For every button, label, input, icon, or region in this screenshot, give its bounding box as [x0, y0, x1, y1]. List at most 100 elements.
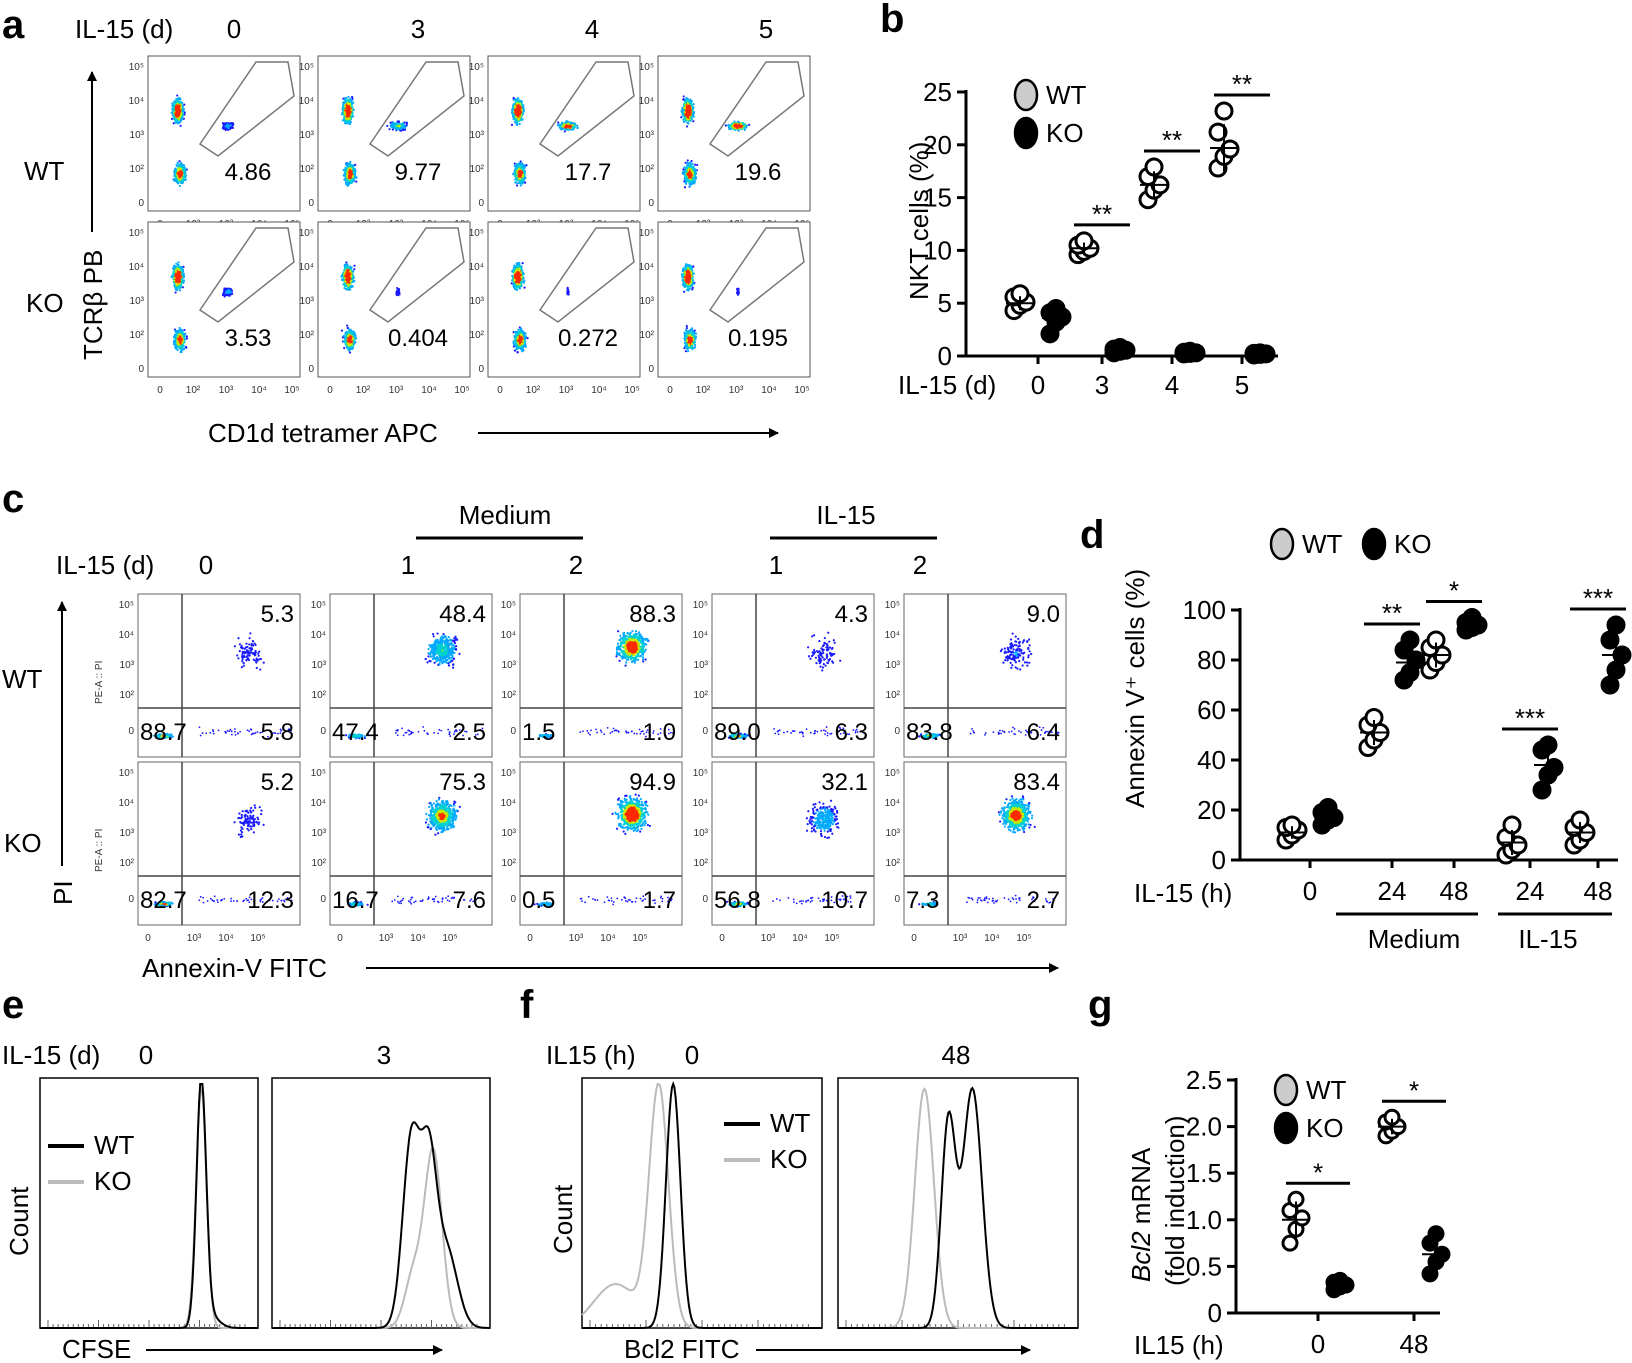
flow-event — [684, 170, 688, 173]
flow-event — [170, 117, 174, 120]
flow-event — [344, 122, 347, 125]
flow-event — [347, 99, 350, 102]
flow-event — [685, 96, 688, 100]
panel-label-g: g — [1088, 983, 1112, 1027]
flow-event — [345, 174, 349, 178]
flow-event — [229, 124, 232, 127]
flow-event — [175, 262, 178, 265]
flow-y-tick: 10⁵ — [469, 62, 484, 73]
flow-event — [686, 114, 690, 118]
flow-event — [179, 107, 183, 110]
flow-event — [173, 115, 176, 118]
flow-event — [690, 168, 693, 171]
flow-y-tick: 10² — [300, 164, 315, 175]
flow-event — [343, 112, 346, 115]
flow-event — [388, 128, 391, 131]
flow-event — [516, 167, 519, 170]
flow-event — [178, 101, 181, 104]
flow-plot-frame — [657, 55, 811, 212]
flow-event — [223, 122, 227, 125]
flow-event — [351, 164, 354, 167]
flow-event — [176, 270, 180, 274]
flow-event — [179, 178, 182, 181]
flow-event — [515, 121, 518, 124]
flow-event — [682, 171, 685, 174]
flow-event — [519, 162, 523, 165]
flow-event — [566, 128, 569, 131]
flow-plot-frame — [487, 55, 641, 212]
flow-event — [742, 123, 745, 126]
flow-event — [177, 268, 181, 272]
flow-x-tick: 10³ — [219, 385, 234, 396]
flow-event — [691, 170, 694, 173]
flow-event — [402, 123, 406, 126]
flow-event — [740, 125, 743, 128]
flow-event — [693, 163, 697, 166]
flow-event — [348, 166, 351, 170]
flow-event — [512, 96, 515, 100]
flow-event — [515, 169, 519, 172]
flow-event — [689, 182, 692, 186]
flow-event — [179, 284, 183, 288]
flow-event — [561, 127, 565, 130]
flow-event — [347, 179, 350, 182]
flow-event — [686, 159, 689, 162]
flow-x-tick: 10⁵ — [284, 385, 299, 396]
flow-event — [520, 166, 523, 170]
flow-y-tick: 0 — [478, 198, 484, 209]
flow-event — [178, 108, 181, 111]
flow-event — [176, 117, 179, 120]
flow-gate-value: 9.77 — [395, 159, 442, 186]
flow-event — [177, 261, 180, 264]
flow-event — [178, 175, 181, 178]
flow-event — [690, 99, 693, 103]
flow-event — [405, 121, 408, 124]
flow-event — [346, 172, 349, 175]
flow-event — [685, 125, 689, 128]
flow-y-tick: 10³ — [130, 130, 145, 141]
flow-event — [352, 171, 355, 174]
flow-event — [683, 106, 686, 109]
flow-event — [184, 168, 187, 171]
flow-event — [352, 179, 356, 183]
flow-event — [346, 162, 349, 165]
flow-event — [682, 95, 685, 98]
flow-event — [557, 124, 560, 127]
flow-event — [516, 177, 519, 180]
flow-event — [172, 109, 175, 112]
flow-y-tick: 10³ — [300, 130, 315, 141]
flow-event — [524, 181, 527, 184]
flow-event — [343, 116, 346, 119]
flow-event — [513, 117, 516, 120]
flow-event — [400, 123, 403, 126]
flow-event — [180, 277, 184, 281]
panel-a-condition-label: IL-15 (d) — [75, 14, 173, 44]
flow-plot-frame — [147, 55, 301, 212]
flow-event — [179, 124, 182, 127]
flow-event — [180, 174, 183, 177]
flow-event — [733, 123, 737, 126]
flow-y-tick: 10⁵ — [299, 62, 314, 73]
flow-event — [515, 184, 519, 187]
flow-event — [349, 160, 352, 164]
flow-event — [513, 164, 516, 168]
flow-event — [176, 267, 179, 270]
flow-event — [694, 176, 697, 179]
flow-event — [518, 109, 521, 112]
flow-event — [178, 115, 181, 119]
flow-event — [343, 101, 346, 104]
panel-label-b: b — [880, 0, 904, 41]
flow-y-tick: 10⁴ — [129, 96, 144, 107]
flow-event — [181, 168, 185, 172]
flow-event — [178, 274, 181, 277]
flow-event — [397, 120, 400, 123]
flow-event — [347, 95, 350, 99]
flow-event — [683, 116, 687, 119]
flow-event — [516, 172, 519, 175]
flow-event — [565, 124, 568, 127]
flow-event — [518, 173, 521, 176]
flow-event — [182, 176, 185, 179]
flow-event — [521, 106, 525, 109]
flow-event — [696, 163, 699, 167]
